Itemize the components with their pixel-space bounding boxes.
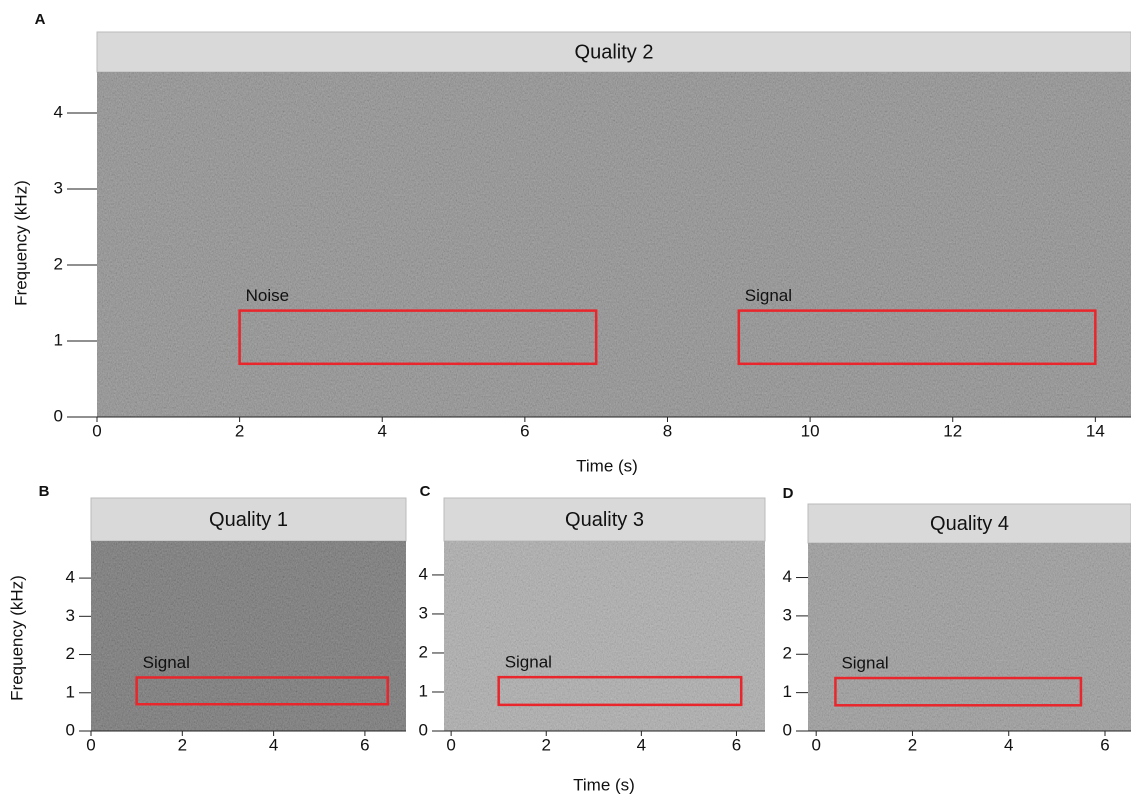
x-tick-label: 10 <box>801 421 820 440</box>
annotation-box <box>238 309 598 366</box>
x-tick-label: 6 <box>520 421 529 440</box>
x-tick-label: 0 <box>86 735 95 754</box>
annotation-box <box>497 675 743 707</box>
y-tick-label: 4 <box>54 103 63 122</box>
spectrogram-noise-light <box>91 541 406 731</box>
x-tick-label: 6 <box>360 735 369 754</box>
x-tick-label: 8 <box>663 421 672 440</box>
y-tick-label: 3 <box>54 179 63 198</box>
x-tick-label: 4 <box>1004 735 1013 754</box>
y-tick-label: 0 <box>783 720 792 739</box>
x-tick-label: 4 <box>637 735 646 754</box>
spectrogram-noise-light <box>97 72 1131 417</box>
x-tick-label: 2 <box>178 735 187 754</box>
y-tick-label: 4 <box>783 567 792 586</box>
y-tick-label: 4 <box>419 564 428 583</box>
header-band <box>807 503 1131 544</box>
panel-title: Quality 2 <box>575 41 654 63</box>
box-label: Signal <box>505 653 552 672</box>
x-tick-label: 4 <box>269 735 278 754</box>
x-tick-label: 12 <box>943 421 962 440</box>
header-band <box>90 497 407 542</box>
panel-letter: C <box>420 483 431 500</box>
y-tick-label: 4 <box>66 568 75 587</box>
panel-letter: A <box>35 11 46 28</box>
y-tick-label: 3 <box>66 606 75 625</box>
annotation-box <box>737 309 1097 366</box>
y-axis-label: Frequency (kHz) <box>7 575 26 701</box>
x-tick-label: 2 <box>542 735 551 754</box>
x-tick-label: 2 <box>235 421 244 440</box>
spectrogram-noise-light <box>444 541 765 731</box>
y-tick-label: 0 <box>54 406 63 425</box>
annotation-box <box>834 676 1083 707</box>
x-tick-label: 6 <box>732 735 741 754</box>
box-label: Noise <box>246 286 289 305</box>
y-tick-label: 1 <box>54 330 63 349</box>
y-tick-label: 2 <box>419 642 428 661</box>
y-tick-label: 2 <box>54 255 63 274</box>
header-band <box>96 31 1131 73</box>
spectrogram-noise-light <box>808 543 1131 731</box>
header-band <box>443 497 766 542</box>
x-tick-label: 6 <box>1100 735 1109 754</box>
x-axis-label: Time (s) <box>576 456 638 475</box>
x-tick-label: 0 <box>811 735 820 754</box>
annotation-box <box>135 676 389 706</box>
x-tick-label: 14 <box>1086 421 1105 440</box>
panel-title: Quality 4 <box>930 513 1009 535</box>
box-label: Signal <box>841 654 888 673</box>
x-axis-label: Time (s) <box>573 775 635 794</box>
y-tick-label: 1 <box>783 682 792 701</box>
x-tick-label: 0 <box>446 735 455 754</box>
x-tick-label: 4 <box>378 421 387 440</box>
panel-title: Quality 3 <box>565 509 644 531</box>
y-tick-label: 0 <box>66 720 75 739</box>
panel-letter: D <box>783 485 794 502</box>
y-tick-label: 3 <box>419 603 428 622</box>
box-label: Signal <box>143 653 190 672</box>
y-tick-label: 1 <box>66 682 75 701</box>
y-tick-label: 2 <box>66 644 75 663</box>
x-tick-label: 2 <box>908 735 917 754</box>
y-tick-label: 0 <box>419 720 428 739</box>
panel-letter: B <box>39 483 50 500</box>
y-tick-label: 1 <box>419 681 428 700</box>
y-axis-label: Frequency (kHz) <box>11 180 30 306</box>
y-tick-label: 2 <box>783 644 792 663</box>
y-tick-label: 3 <box>783 605 792 624</box>
box-label: Signal <box>745 286 792 305</box>
panel-title: Quality 1 <box>209 509 288 531</box>
x-tick-label: 0 <box>92 421 101 440</box>
